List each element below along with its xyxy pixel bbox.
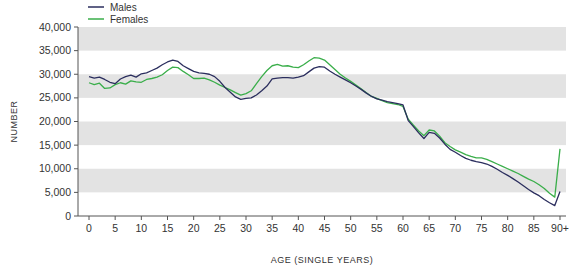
- y-tick: [74, 74, 78, 75]
- x-tick: [219, 216, 220, 220]
- x-tick: [560, 216, 561, 220]
- series-line: [89, 60, 560, 206]
- x-tick: [167, 216, 168, 220]
- y-tick-label: 20,000: [39, 115, 71, 127]
- x-tick: [115, 216, 116, 220]
- x-tick: [455, 216, 456, 220]
- x-axis-title: AGE (SINGLE YEARS): [271, 255, 373, 265]
- legend-label: Males: [110, 2, 137, 13]
- y-tick: [74, 168, 78, 169]
- x-tick-label: 65: [423, 222, 435, 234]
- x-tick-label: 60: [397, 222, 409, 234]
- x-tick: [403, 216, 404, 220]
- x-tick-label: 15: [162, 222, 174, 234]
- x-tick: [89, 216, 90, 220]
- y-tick-label: 0: [65, 210, 71, 222]
- legend-label: Females: [110, 14, 148, 25]
- x-tick-label: 30: [240, 222, 252, 234]
- x-tick-label: 40: [292, 222, 304, 234]
- x-tick: [324, 216, 325, 220]
- x-tick-label: 90+: [551, 222, 569, 234]
- y-tick-label: 25,000: [39, 91, 71, 103]
- y-axis-title: NUMBER: [9, 100, 19, 142]
- series-group: [89, 58, 560, 206]
- y-tick: [74, 216, 78, 217]
- y-tick: [74, 145, 78, 146]
- grid-band: [78, 74, 566, 98]
- y-tick: [74, 121, 78, 122]
- y-tick: [74, 97, 78, 98]
- x-tick-label: 20: [188, 222, 200, 234]
- y-tick-label: 10,000: [39, 162, 71, 174]
- x-tick-label: 50: [345, 222, 357, 234]
- series-line: [89, 58, 560, 197]
- y-tick: [74, 27, 78, 28]
- chart: 0 5,000 10,000 15,000 20,000 25,000 30,000 35,0…: [0, 0, 579, 272]
- x-tick: [141, 216, 142, 220]
- x-tick: [246, 216, 247, 220]
- y-tick-label: 30,000: [39, 68, 71, 80]
- x-axis: [78, 216, 566, 217]
- x-tick: [507, 216, 508, 220]
- legend-swatch: [88, 6, 104, 8]
- grid-band: [78, 122, 566, 146]
- y-tick-label: 40,000: [39, 21, 71, 33]
- x-tick-label: 0: [86, 222, 92, 234]
- y-tick-label: 35,000: [39, 44, 71, 56]
- y-axis: [78, 27, 79, 216]
- x-tick-label: 70: [449, 222, 461, 234]
- x-tick: [350, 216, 351, 220]
- y-tick-label: 5,000: [45, 186, 71, 198]
- x-tick-label: 75: [476, 222, 488, 234]
- x-tick: [298, 216, 299, 220]
- x-tick-label: 10: [135, 222, 147, 234]
- x-tick-label: 85: [528, 222, 540, 234]
- x-tick: [376, 216, 377, 220]
- x-tick: [481, 216, 482, 220]
- x-tick: [272, 216, 273, 220]
- x-tick: [193, 216, 194, 220]
- y-tick-label: 15,000: [39, 139, 71, 151]
- x-tick-label: 45: [319, 222, 331, 234]
- grid-band: [78, 169, 566, 193]
- x-tick: [533, 216, 534, 220]
- x-tick-label: 35: [266, 222, 278, 234]
- x-tick-label: 5: [112, 222, 118, 234]
- x-tick-label: 80: [502, 222, 514, 234]
- y-tick: [74, 50, 78, 51]
- x-tick: [429, 216, 430, 220]
- x-tick-label: 25: [214, 222, 226, 234]
- y-tick: [74, 192, 78, 193]
- legend-swatch: [88, 18, 104, 20]
- grid-band: [78, 27, 566, 51]
- x-tick-label: 55: [371, 222, 383, 234]
